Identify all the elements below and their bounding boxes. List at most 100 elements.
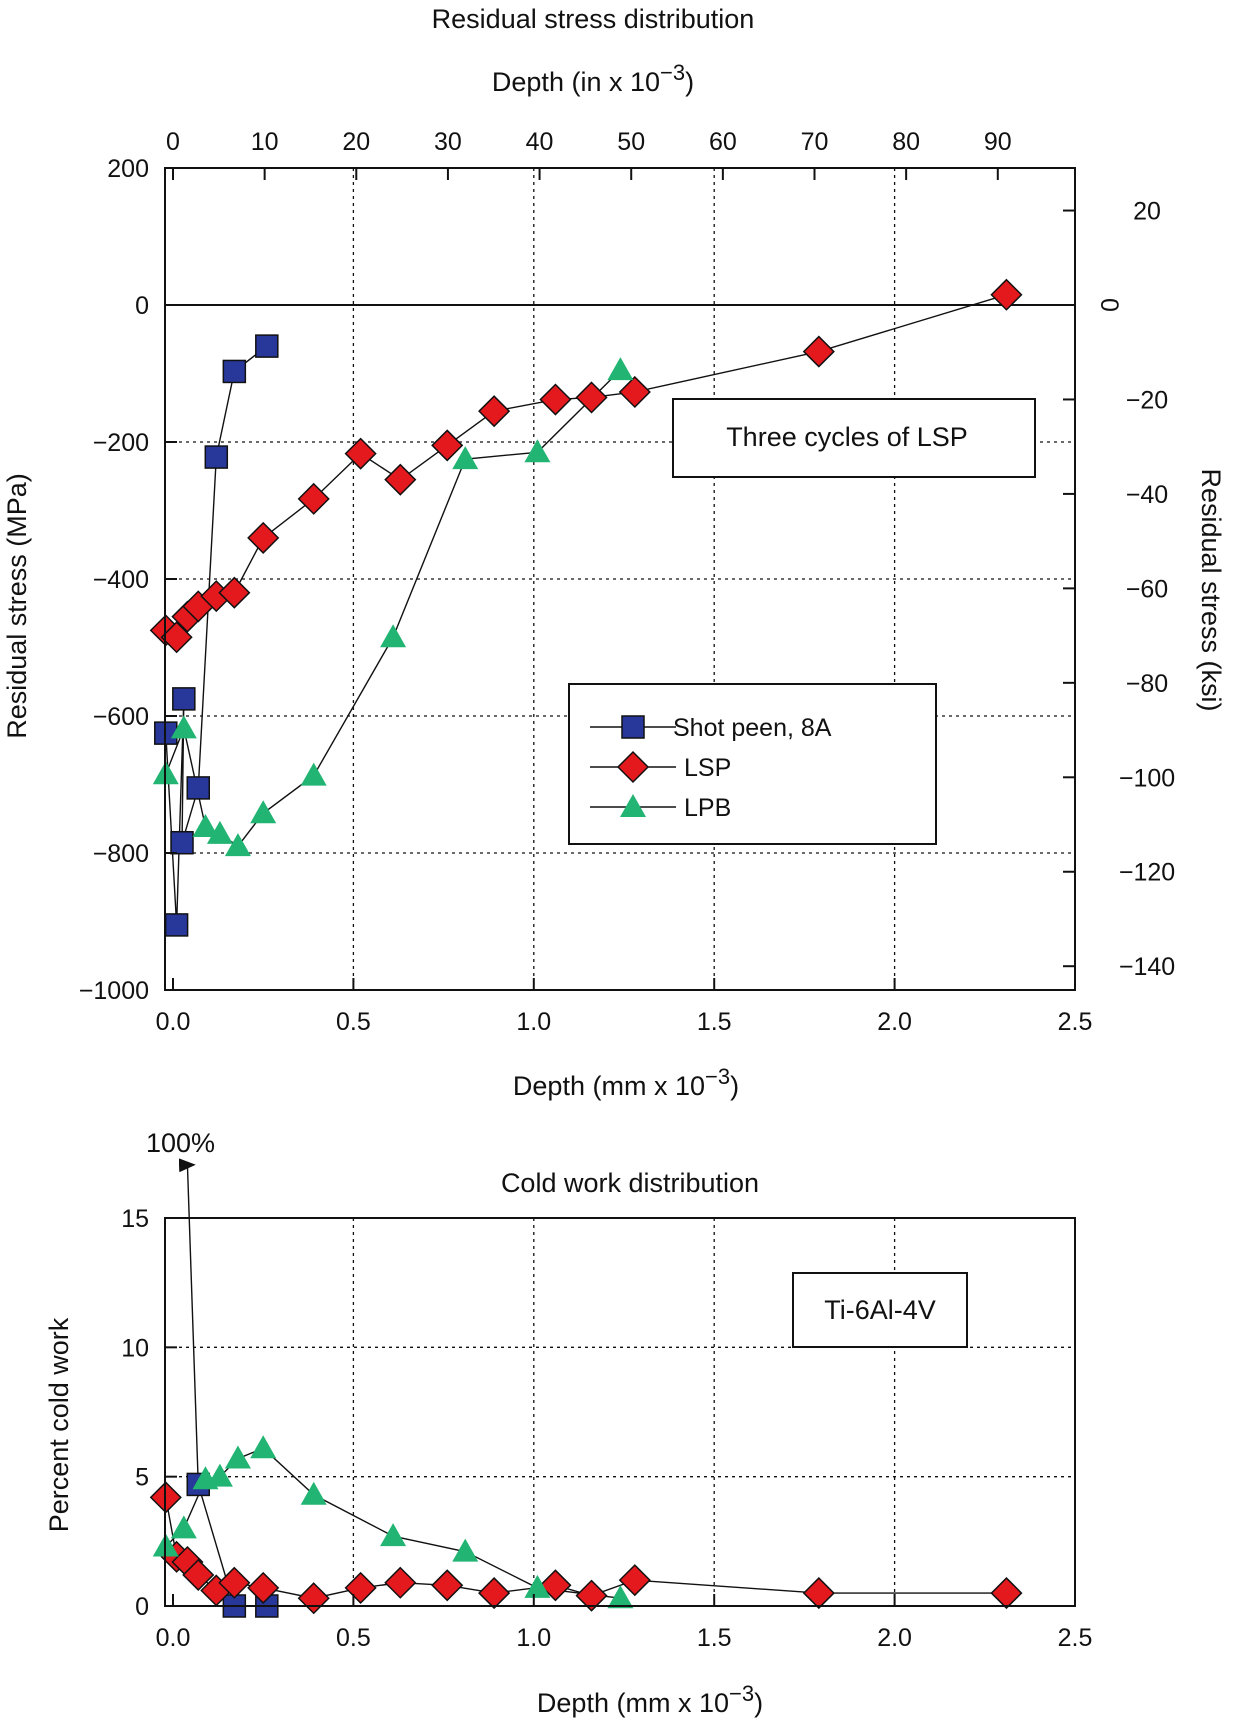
x-tick-label: 0.5: [336, 1008, 371, 1036]
chart-title: Residual stress distribution: [432, 4, 755, 34]
secondary-x-tick-label: 50: [617, 128, 645, 156]
data-point: [255, 334, 279, 358]
secondary-x-tick-label: 80: [892, 128, 920, 156]
data-point: [384, 1566, 417, 1599]
y-tick-label: −400: [93, 566, 149, 594]
data-point: [452, 446, 479, 470]
secondary-y-tick-label: −140: [1119, 953, 1175, 981]
y-tick-label: 5: [135, 1464, 149, 1492]
x-axis-label: Depth (mm x 10−3): [513, 1064, 739, 1101]
data-point: [539, 383, 572, 416]
data-point: [222, 359, 247, 384]
series-line: [165, 345, 268, 925]
data-point: [297, 1582, 330, 1615]
data-point: [250, 800, 277, 824]
secondary-x-axis-label: Depth (in x 10−3): [492, 60, 694, 97]
secondary-x-tick-label: 90: [984, 128, 1012, 156]
x-tick-label: 2.5: [1058, 1008, 1093, 1036]
y-tick-label: −600: [93, 703, 149, 731]
data-point: [170, 1515, 197, 1539]
x-tick-label: 0.5: [336, 1624, 371, 1652]
data-point: [607, 1585, 634, 1609]
data-point: [344, 437, 377, 470]
y-tick-label: −800: [93, 840, 149, 868]
data-point: [170, 830, 194, 855]
secondary-y-axis-label: Residual stress (ksi): [1196, 468, 1226, 711]
legend: Shot peen, 8A LSP LPB: [568, 683, 937, 845]
y-axis-label: Percent cold work: [44, 1317, 74, 1532]
secondary-x-tick-label: 10: [251, 128, 279, 156]
data-point: [539, 1569, 572, 1602]
data-point: [344, 1571, 377, 1604]
secondary-y-tick-label: −100: [1119, 764, 1175, 792]
data-point: [206, 820, 233, 844]
y-tick-label: 200: [107, 155, 149, 183]
data-point: [618, 1564, 651, 1597]
arrow-label: 100%: [146, 1128, 215, 1158]
data-point: [224, 1445, 251, 1469]
data-point: [431, 1569, 464, 1602]
secondary-y-tick-label: −40: [1126, 481, 1168, 509]
data-point: [186, 776, 211, 800]
series-line: [165, 1497, 1007, 1599]
secondary-x-tick-label: 40: [526, 128, 554, 156]
data-point: [300, 1481, 327, 1505]
data-point: [431, 429, 464, 462]
y-tick-label: 10: [121, 1334, 149, 1362]
secondary-y-tick-label: −80: [1126, 670, 1168, 698]
secondary-x-tick-label: 30: [434, 128, 462, 156]
data-point: [380, 624, 407, 648]
series-layer: [149, 278, 1023, 937]
data-point: [990, 278, 1023, 311]
plot-frame: [164, 1217, 1076, 1607]
y-tick-label: 0: [135, 1593, 149, 1621]
series-line: [178, 1158, 267, 1607]
data-point: [524, 439, 551, 463]
x-tick-label: 1.5: [697, 1008, 732, 1036]
data-point: [990, 1577, 1023, 1610]
x-tick-label: 1.0: [516, 1624, 551, 1652]
secondary-x-tick-label: 0: [166, 128, 180, 156]
x-axis-label: Depth (mm x 10−3): [537, 1681, 763, 1718]
data-point: [192, 813, 219, 837]
data-point: [204, 445, 229, 469]
data-point: [478, 395, 511, 428]
data-point: [247, 521, 280, 554]
data-point: [182, 1558, 215, 1592]
data-point: [575, 1579, 608, 1612]
data-point: [575, 381, 608, 414]
x-tick-label: 0.0: [156, 1624, 191, 1652]
data-point: [164, 913, 189, 937]
x-tick-label: 2.0: [877, 1008, 912, 1036]
legend-label: LSP: [684, 754, 731, 782]
data-point: [452, 1538, 479, 1562]
data-point: [224, 833, 251, 857]
series-layer: [149, 1158, 1023, 1618]
y-tick-label: 0: [135, 292, 149, 320]
data-point: [618, 375, 651, 409]
residual-stress-chart: Residual stress distribution Depth (in x…: [2, 4, 1226, 1101]
grid-lines: [165, 168, 1075, 990]
x-tick-label: 1.0: [516, 1008, 551, 1036]
data-point: [250, 1435, 277, 1459]
secondary-x-tick-label: 70: [801, 128, 829, 156]
annotation-text: Three cycles of LSP: [726, 422, 968, 452]
data-point: [172, 687, 196, 711]
data-point: [297, 482, 330, 515]
data-point: [607, 357, 634, 381]
data-point: [247, 1571, 280, 1604]
data-point: [160, 621, 193, 654]
cold-work-chart: Cold work distribution 100% 0.0 0.5 1.0 1.5…: [44, 1128, 1092, 1718]
secondary-y-tick-label: −120: [1119, 859, 1175, 887]
legend-marker: [621, 715, 645, 739]
annotation-box: Ti-6Al-4V: [792, 1272, 968, 1348]
secondary-x-tick-label: 60: [709, 128, 737, 156]
data-point: [478, 1577, 511, 1610]
annotation-text: Ti-6Al-4V: [824, 1295, 936, 1325]
secondary-x-tick-label: 20: [342, 128, 370, 156]
x-tick-label: 2.5: [1058, 1624, 1093, 1652]
y-tick-label: −200: [93, 429, 149, 457]
data-point: [206, 1463, 233, 1487]
data-point: [170, 715, 197, 739]
